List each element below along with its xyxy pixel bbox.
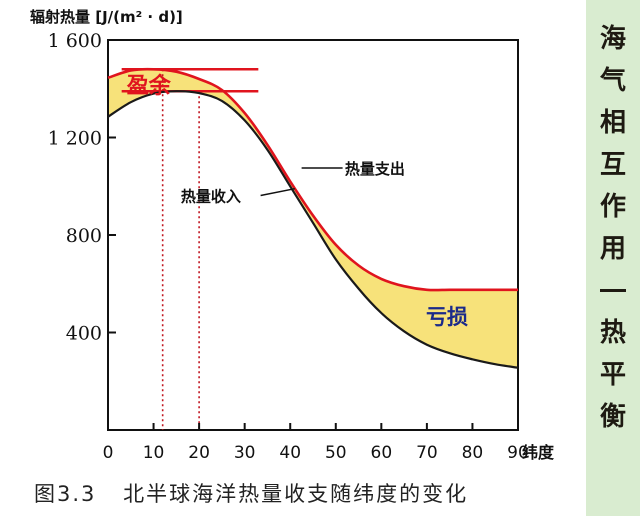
x-tick-label: 0: [103, 443, 114, 463]
side-char: 互: [599, 150, 626, 180]
series-lines: [107, 67, 519, 369]
x-tick-label: 70: [416, 443, 438, 463]
x-axis-title: 纬度: [522, 443, 555, 462]
figure-number: 图3.3: [34, 482, 97, 506]
side-char: 海: [599, 24, 626, 54]
x-tick-label: 80: [462, 443, 484, 463]
side-dash: [600, 289, 626, 292]
x-tick-label: 90: [507, 443, 529, 463]
side-char: 热: [599, 318, 626, 348]
x-tick-label: 10: [143, 443, 165, 463]
y-axis-title: 辐射热量 [J/(m² · d)]: [30, 8, 183, 26]
series-line-income: [107, 90, 519, 369]
annotation-expense: 热量支出: [345, 160, 405, 178]
side-char: 相: [599, 108, 626, 138]
figure-caption: 图3.3 北半球海洋热量收支随纬度的变化: [34, 478, 468, 508]
side-char: 气: [599, 66, 626, 96]
side-char: 作: [599, 192, 626, 222]
axis-titles: 辐射热量 [J/(m² · d)] 纬度: [30, 8, 555, 462]
chart-area: 0 10 20 30 40 50 60 70 80 90 400 800 1 200 1 600 盈余亏损…: [30, 8, 555, 463]
annotation-deficit: 亏损: [426, 305, 468, 329]
series-line-expense: [107, 67, 518, 292]
side-char: 衡: [599, 402, 626, 432]
x-tick-label: 20: [188, 443, 210, 463]
band-fill: [108, 69, 518, 368]
side-char: 平: [599, 360, 626, 390]
y-tick-label: 800: [66, 225, 102, 247]
tick-marks: [107, 39, 519, 430]
x-tick-label: 50: [325, 443, 347, 463]
x-tick-label: 40: [279, 443, 301, 463]
y-tick-label: 400: [66, 323, 102, 345]
annotation-income: 热量收入: [181, 188, 241, 206]
leader-line-income: [260, 187, 295, 197]
side-char: 用: [599, 234, 626, 264]
x-tick-label: 30: [234, 443, 256, 463]
y-tick-label: 1 600: [48, 30, 102, 52]
annotation-surplus: 盈余: [126, 73, 172, 99]
x-tick-label: 60: [371, 443, 393, 463]
y-tick-label: 1 200: [48, 128, 102, 150]
surplus-deficit-fill: [108, 69, 518, 368]
reference-lines: [121, 68, 259, 430]
tick-labels: 0 10 20 30 40 50 60 70 80 90 400 800 1 200 1 600: [48, 30, 529, 463]
side-panel: 海 气 相 互 作 用 热 平 衡: [586, 0, 640, 516]
figure-caption-text: 北半球海洋热量收支随纬度的变化: [123, 482, 469, 506]
